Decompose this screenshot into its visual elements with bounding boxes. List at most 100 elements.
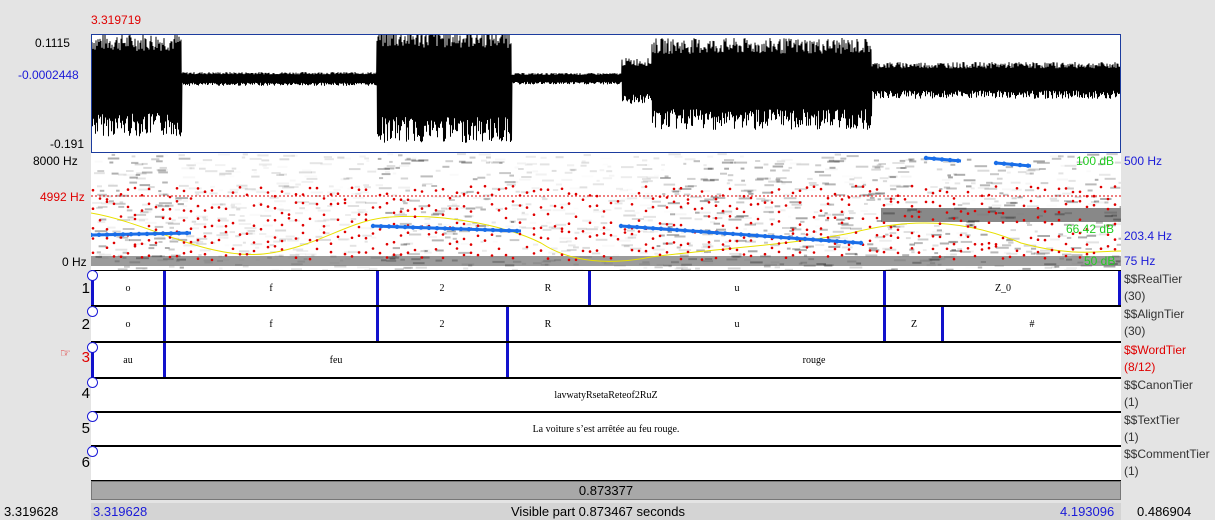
boundary-marker[interactable] [506,343,509,377]
tier-handle-icon[interactable] [87,377,98,388]
boundary-marker[interactable] [588,271,591,305]
pitch-point [458,226,464,232]
boundary-marker[interactable] [376,307,379,341]
formant-point [273,218,277,222]
tier-5-row[interactable]: La voiture s’est arrêtée au feu rouge. [91,412,1121,446]
tier-handle-icon[interactable] [87,270,98,281]
boundary-marker[interactable] [163,271,166,305]
pitch-point [434,226,440,231]
interval-cell[interactable]: f [269,282,273,294]
spectrogram-texture [984,187,998,190]
visible-part-background[interactable] [91,503,1121,520]
boundary-marker[interactable] [883,307,886,341]
formant-point [1036,206,1040,210]
spectrogram-texture [518,168,524,170]
boundary-marker[interactable] [506,307,509,341]
interval-cell[interactable] [91,447,1121,480]
boundary-marker[interactable] [91,271,94,305]
interval-cell[interactable]: rouge [802,354,826,366]
spectrogram-texture [582,246,590,249]
formant-point [917,234,921,238]
spectrogram-texture [311,171,316,174]
formant-point [224,230,228,234]
interval-cell[interactable]: feu [329,354,343,366]
spectrogram-texture [279,173,287,176]
tier-2-row[interactable]: o f 2 R u Z # [91,306,1121,342]
spectrogram-texture [879,177,889,180]
formant-point [721,243,725,246]
spectrogram-texture [202,216,207,219]
spectrogram-texture [509,239,520,242]
spectrogram-texture [423,249,430,252]
spectrogram-texture [131,161,139,164]
interval-cell[interactable]: u [734,318,740,330]
spectrogram-texture [347,205,360,207]
interval-cell[interactable]: u [734,282,740,294]
tier-handle-icon[interactable] [87,411,98,422]
spectrogram-texture [202,159,213,162]
tier-number: 6 [81,454,90,471]
interval-cell[interactable]: o [125,318,131,330]
formant-point [875,250,879,253]
spectrogram-texture [977,169,990,172]
interval-cell[interactable]: 2 [439,318,445,330]
interval-cell[interactable]: # [1029,318,1035,330]
boundary-marker[interactable] [376,271,379,305]
tier-6-row[interactable] [91,446,1121,481]
interval-cell[interactable]: R [544,318,552,330]
boundary-marker[interactable] [163,343,166,377]
tier-handle-icon[interactable] [87,306,98,317]
formant-point [805,246,809,249]
interval-cell[interactable]: Z_0 [994,282,1012,294]
spectrogram-texture [390,167,400,169]
interval-cell[interactable]: R [544,282,552,294]
interval-cell[interactable]: au [123,354,133,366]
spectrogram-texture [930,186,938,188]
spectrogram-texture [887,226,901,228]
tier-handle-icon[interactable] [87,342,98,353]
tier-3-row[interactable]: au feu rouge [91,342,1121,378]
pitch-bottom-label: 75 Hz [1124,254,1156,268]
spectrogram-texture [850,227,862,230]
formant-point [1057,210,1061,214]
spectrogram-texture [1076,161,1085,164]
selection-duration-bar[interactable]: 0.873377 [91,481,1121,500]
formant-point [273,236,277,239]
spectrogram-texture [369,227,374,230]
hand-pointer-icon: ☞ [60,346,71,360]
spectrogram-texture [384,171,390,173]
tier-handle-icon[interactable] [87,446,98,457]
spectrogram-texture [393,173,397,175]
spectrogram-texture [994,200,999,203]
interval-cell[interactable]: Z [910,318,918,330]
interval-cell[interactable]: f [269,318,273,330]
tier-1-row[interactable]: o f 2 R u Z_0 [91,270,1121,306]
spectrogram-texture [116,189,120,192]
boundary-marker[interactable] [883,271,886,305]
spectrogram-texture [211,203,223,206]
spectrogram-texture [491,221,496,224]
formant-point [700,190,704,193]
spectrogram-texture [340,259,344,262]
spectrogram-texture [158,202,172,205]
tier-4-row[interactable]: lavwatyRsetaReteof2RuZ [91,378,1121,412]
waveform-panel[interactable] [91,34,1121,153]
spectrogram-texture [1066,187,1074,190]
spectrogram-texture [929,258,940,261]
interval-cell[interactable]: o [125,282,131,294]
interval-cell[interactable]: lavwatyRsetaReteof2RuZ [554,389,658,401]
boundary-marker[interactable] [941,307,944,341]
spectrogram-texture [354,185,360,188]
boundary-marker[interactable] [1118,271,1121,305]
spectrogram-texture [894,225,905,228]
spectrogram-texture [674,193,680,196]
interval-cell[interactable]: 2 [439,282,445,294]
boundary-marker[interactable] [163,307,166,341]
formant-point [840,221,844,225]
interval-cell[interactable]: La voiture s’est arrêtée au feu rouge. [532,423,680,435]
boundary-marker[interactable] [91,343,94,377]
spectrogram-texture [904,165,915,168]
spectrogram-panel[interactable] [91,153,1121,270]
formant-point [882,250,886,254]
spectrogram-texture [948,176,953,179]
